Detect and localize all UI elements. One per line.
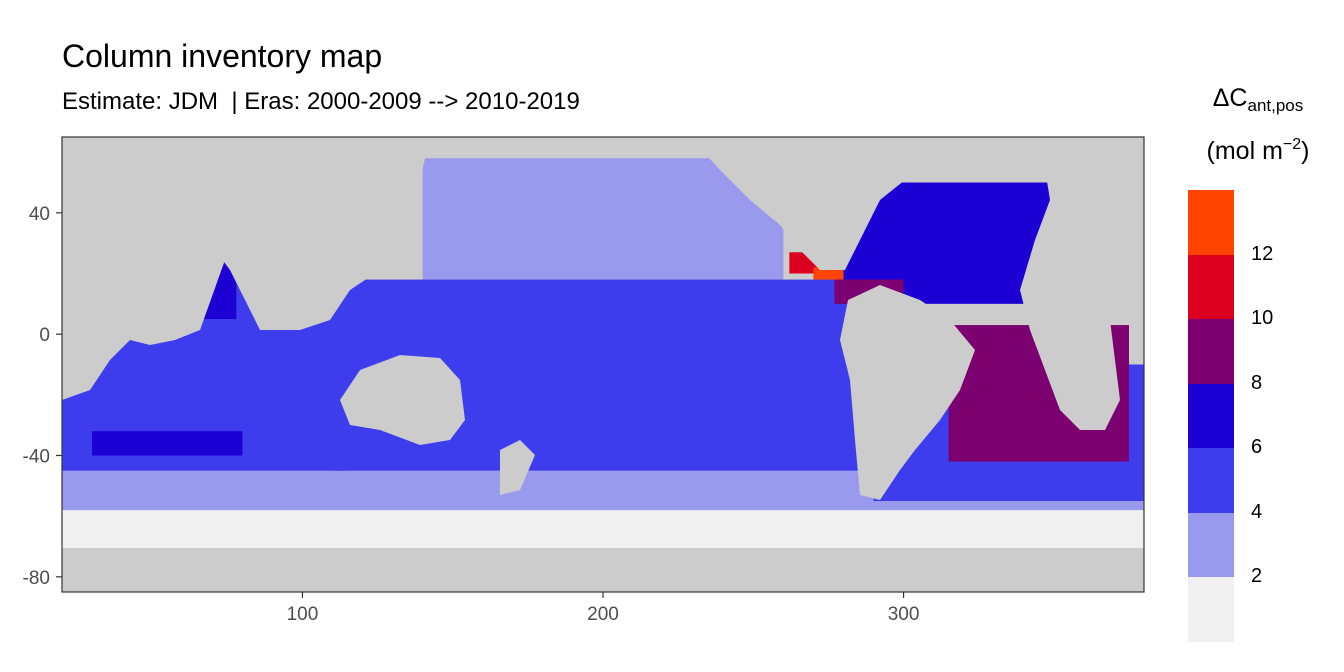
legend-unit-exponent: −2 (1282, 136, 1302, 153)
ocean-region-8 (92, 431, 243, 456)
y-tick-label: -40 (23, 447, 50, 468)
chart-subtitle: Estimate: JDM | Eras: 2000-2009 --> 2010… (62, 88, 580, 115)
europe-africa-east-landmass (1020, 137, 1144, 430)
y-axis: -80 -40 0 40 (23, 204, 62, 589)
legend-title-unit: (mol m−2) (1170, 136, 1344, 166)
x-tick-label: 200 (587, 604, 619, 625)
legend-swatch (1188, 577, 1234, 642)
legend-swatch (1188, 512, 1234, 577)
color-legend (1188, 190, 1234, 642)
new-zealand-landmass (500, 440, 535, 495)
legend-swatch (1188, 319, 1234, 384)
ocean-region-12 (813, 267, 844, 280)
legend-label: 10 (1251, 307, 1274, 329)
land-layer (62, 137, 1144, 592)
x-tick-label: 300 (888, 604, 920, 625)
legend-subscript: ant,pos (1247, 96, 1304, 115)
legend-swatch (1188, 190, 1234, 255)
y-tick-label: 40 (29, 204, 50, 225)
y-tick-label: 0 (39, 325, 50, 346)
ocean-region-2 (422, 158, 784, 280)
australia-landmass (340, 355, 465, 445)
legend-swatch (1188, 383, 1234, 448)
legend-swatch (1188, 254, 1234, 319)
legend-label: 4 (1251, 500, 1263, 523)
north-america-landmass (690, 137, 905, 270)
legend-unit-close: ) (1301, 137, 1310, 165)
africa-landmass (62, 137, 250, 400)
y-tick-label: -80 (23, 568, 50, 589)
antarctica-landmass (62, 548, 1144, 592)
inventory-map-plot: 100 200 300 -80 -40 0 40 (23, 136, 1145, 625)
x-tick-label: 100 (287, 604, 319, 625)
chart-title: Column inventory map (62, 38, 383, 74)
legend-label: 6 (1251, 436, 1263, 458)
legend-swatch (1188, 448, 1234, 513)
x-axis: 100 200 300 (287, 592, 920, 625)
legend-label: 8 (1251, 371, 1263, 394)
south-america-landmass (840, 285, 975, 500)
legend-label: 2 (1251, 565, 1263, 587)
legend-title-symbol: ΔCant,pos (1170, 84, 1344, 116)
asia-landmass (200, 137, 430, 330)
greenland-landmass (900, 137, 1000, 170)
legend-label: 12 (1251, 242, 1274, 265)
legend-unit-open: (mol m (1206, 137, 1283, 165)
legend-symbol: ΔC (1212, 84, 1248, 112)
